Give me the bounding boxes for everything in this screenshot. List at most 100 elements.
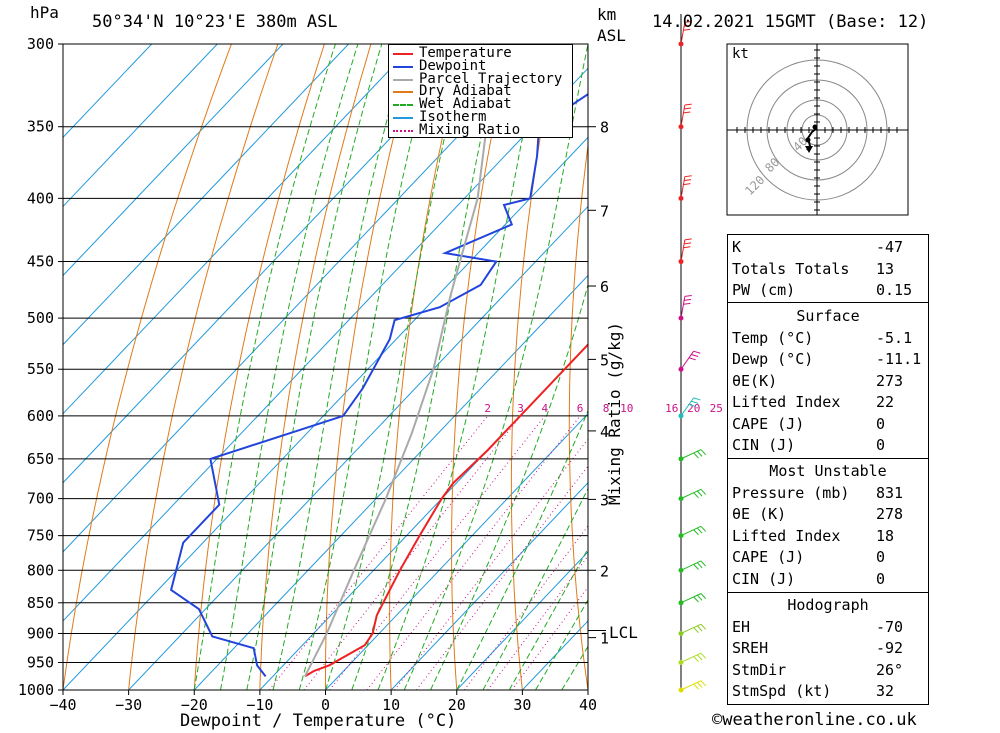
dry-adiabat-line [325, 44, 418, 690]
legend-swatch [393, 104, 413, 107]
wind-barb-feather [693, 452, 699, 459]
wind-barb-feather [693, 492, 699, 499]
legend-label: Wet Adiabat [419, 96, 512, 113]
wind-barb-feather [693, 627, 699, 634]
legend-item: Isotherm [391, 109, 571, 125]
wind-barb-feather [684, 242, 692, 245]
index-pw-row: PW (cm) 0.15 [732, 281, 913, 299]
surface-row: Dewp (°C) -11.1 [732, 350, 922, 368]
legend-swatch [393, 78, 413, 81]
wind-barb-shaft [680, 176, 686, 199]
surface-row: θE(K) 273 [732, 372, 904, 390]
hodograph-title: Hodograph [787, 596, 869, 614]
wind-barb-feather [696, 450, 703, 457]
km-tick-label: 4 [600, 423, 609, 441]
dry-adiabat-line [976, 44, 1000, 690]
legend-item: Temperature [391, 45, 571, 61]
isotherm-line [63, 136, 588, 690]
pressure-tick-label: 750 [27, 527, 54, 545]
most-unstable-title: Most Unstable [769, 462, 887, 480]
unit-asl-label: ASL [597, 26, 626, 45]
wet-adiabat-line [456, 409, 588, 690]
wind-barb-feather [683, 111, 691, 114]
x-tick-label: 20 [448, 696, 466, 714]
wind-barb-feather [684, 179, 692, 182]
pressure-tick-label: 550 [27, 360, 54, 378]
isotherm-line [63, 44, 546, 553]
surface-row: CAPE (J) 0 [732, 415, 886, 433]
index-k-row: K -47 [732, 238, 904, 256]
legend-label: Parcel Trajectory [419, 70, 563, 87]
wind-barb-feather [693, 656, 699, 663]
wind-barb-feather [693, 529, 699, 536]
wind-barb-shaft [680, 350, 695, 370]
wind-barb-shaft [680, 296, 686, 319]
isotherm-line [63, 44, 218, 208]
surface-title: Surface [796, 307, 860, 325]
wind-barb-feather [700, 593, 707, 599]
legend-item: Dewpoint [391, 58, 571, 74]
wet-adiabat-line [298, 44, 436, 690]
pressure-tick-label: 950 [27, 653, 54, 671]
wind-barb-feather [693, 596, 699, 603]
unstable-row: CIN (J) 0 [732, 570, 886, 588]
wind-barb-feather [700, 652, 707, 659]
dry-adiabat-line [680, 44, 720, 690]
wind-barb-feather [684, 175, 692, 178]
legend-swatch [393, 117, 413, 119]
x-tick-label: −40 [49, 696, 76, 714]
legend-swatch [393, 129, 413, 132]
hodograph-point [805, 137, 811, 143]
wind-barb-feather [684, 294, 692, 297]
x-tick-label: 40 [579, 696, 597, 714]
isotherm-line [128, 205, 588, 690]
dry-adiabat-line [929, 44, 1000, 690]
km-tick-label: 6 [600, 278, 609, 296]
legend-label: Mixing Ratio [419, 121, 521, 138]
wet-adiabat-line [220, 44, 359, 690]
pressure-tick-label: 300 [27, 35, 54, 53]
wind-barb-feather [696, 594, 703, 601]
wet-adiabat-line [403, 44, 588, 690]
wind-level-dot [678, 124, 684, 130]
dry-adiabat-line [63, 44, 232, 690]
wind-barb-feather [691, 354, 699, 358]
wet-adiabat-line [430, 283, 588, 690]
isotherm-line [390, 482, 588, 690]
profile-temperature [304, 343, 588, 678]
mixing-ratio-line [416, 465, 588, 690]
wind-barb-feather [696, 654, 703, 661]
surface-table: Surface Temp (°C) -5.1 Dewp (°C) -11.1 θE(… [727, 302, 929, 460]
legend-swatch [393, 91, 413, 94]
wind-barb-feather [693, 350, 701, 354]
km-tick-label: 3 [600, 491, 609, 509]
wind-barb-feather [683, 28, 691, 31]
indices-top-table: K -47 Totals Totals 13 PW (cm) 0.15 [727, 234, 929, 303]
pressure-tick-label: 700 [27, 490, 54, 508]
isotherm-line [63, 44, 284, 277]
legend-item: Dry Adiabat [391, 83, 571, 99]
x-tick-label: −10 [246, 696, 273, 714]
surface-row: CIN (J) 0 [732, 436, 886, 454]
hodograph-point [812, 124, 818, 130]
hodo-row: StmDir 26° [732, 661, 904, 679]
unit-km-label: km [597, 5, 617, 24]
isotherm-line [63, 44, 415, 415]
pressure-tick-label: 350 [27, 118, 54, 136]
wind-barb-feather [684, 103, 692, 106]
pressure-tick-label: 850 [27, 594, 54, 612]
legend-item: Parcel Trajectory [391, 70, 571, 87]
wind-barb-feather [684, 107, 692, 110]
legend-swatch [393, 65, 413, 68]
copyright-text: ©weatheronline.co.uk [712, 710, 917, 730]
unstable-row: CAPE (J) 0 [732, 548, 886, 566]
pressure-tick-label: 600 [27, 407, 54, 425]
wind-barb-feather [700, 623, 707, 630]
km-tick-label: 2 [600, 562, 609, 580]
unit-hpa-label: hPa [30, 3, 59, 22]
wind-barb-feather [683, 302, 691, 305]
legend-swatch [393, 53, 413, 55]
hodograph-unit-label: kt [732, 46, 749, 62]
wet-adiabat-line [482, 487, 588, 690]
wind-barb-feather [696, 562, 703, 569]
